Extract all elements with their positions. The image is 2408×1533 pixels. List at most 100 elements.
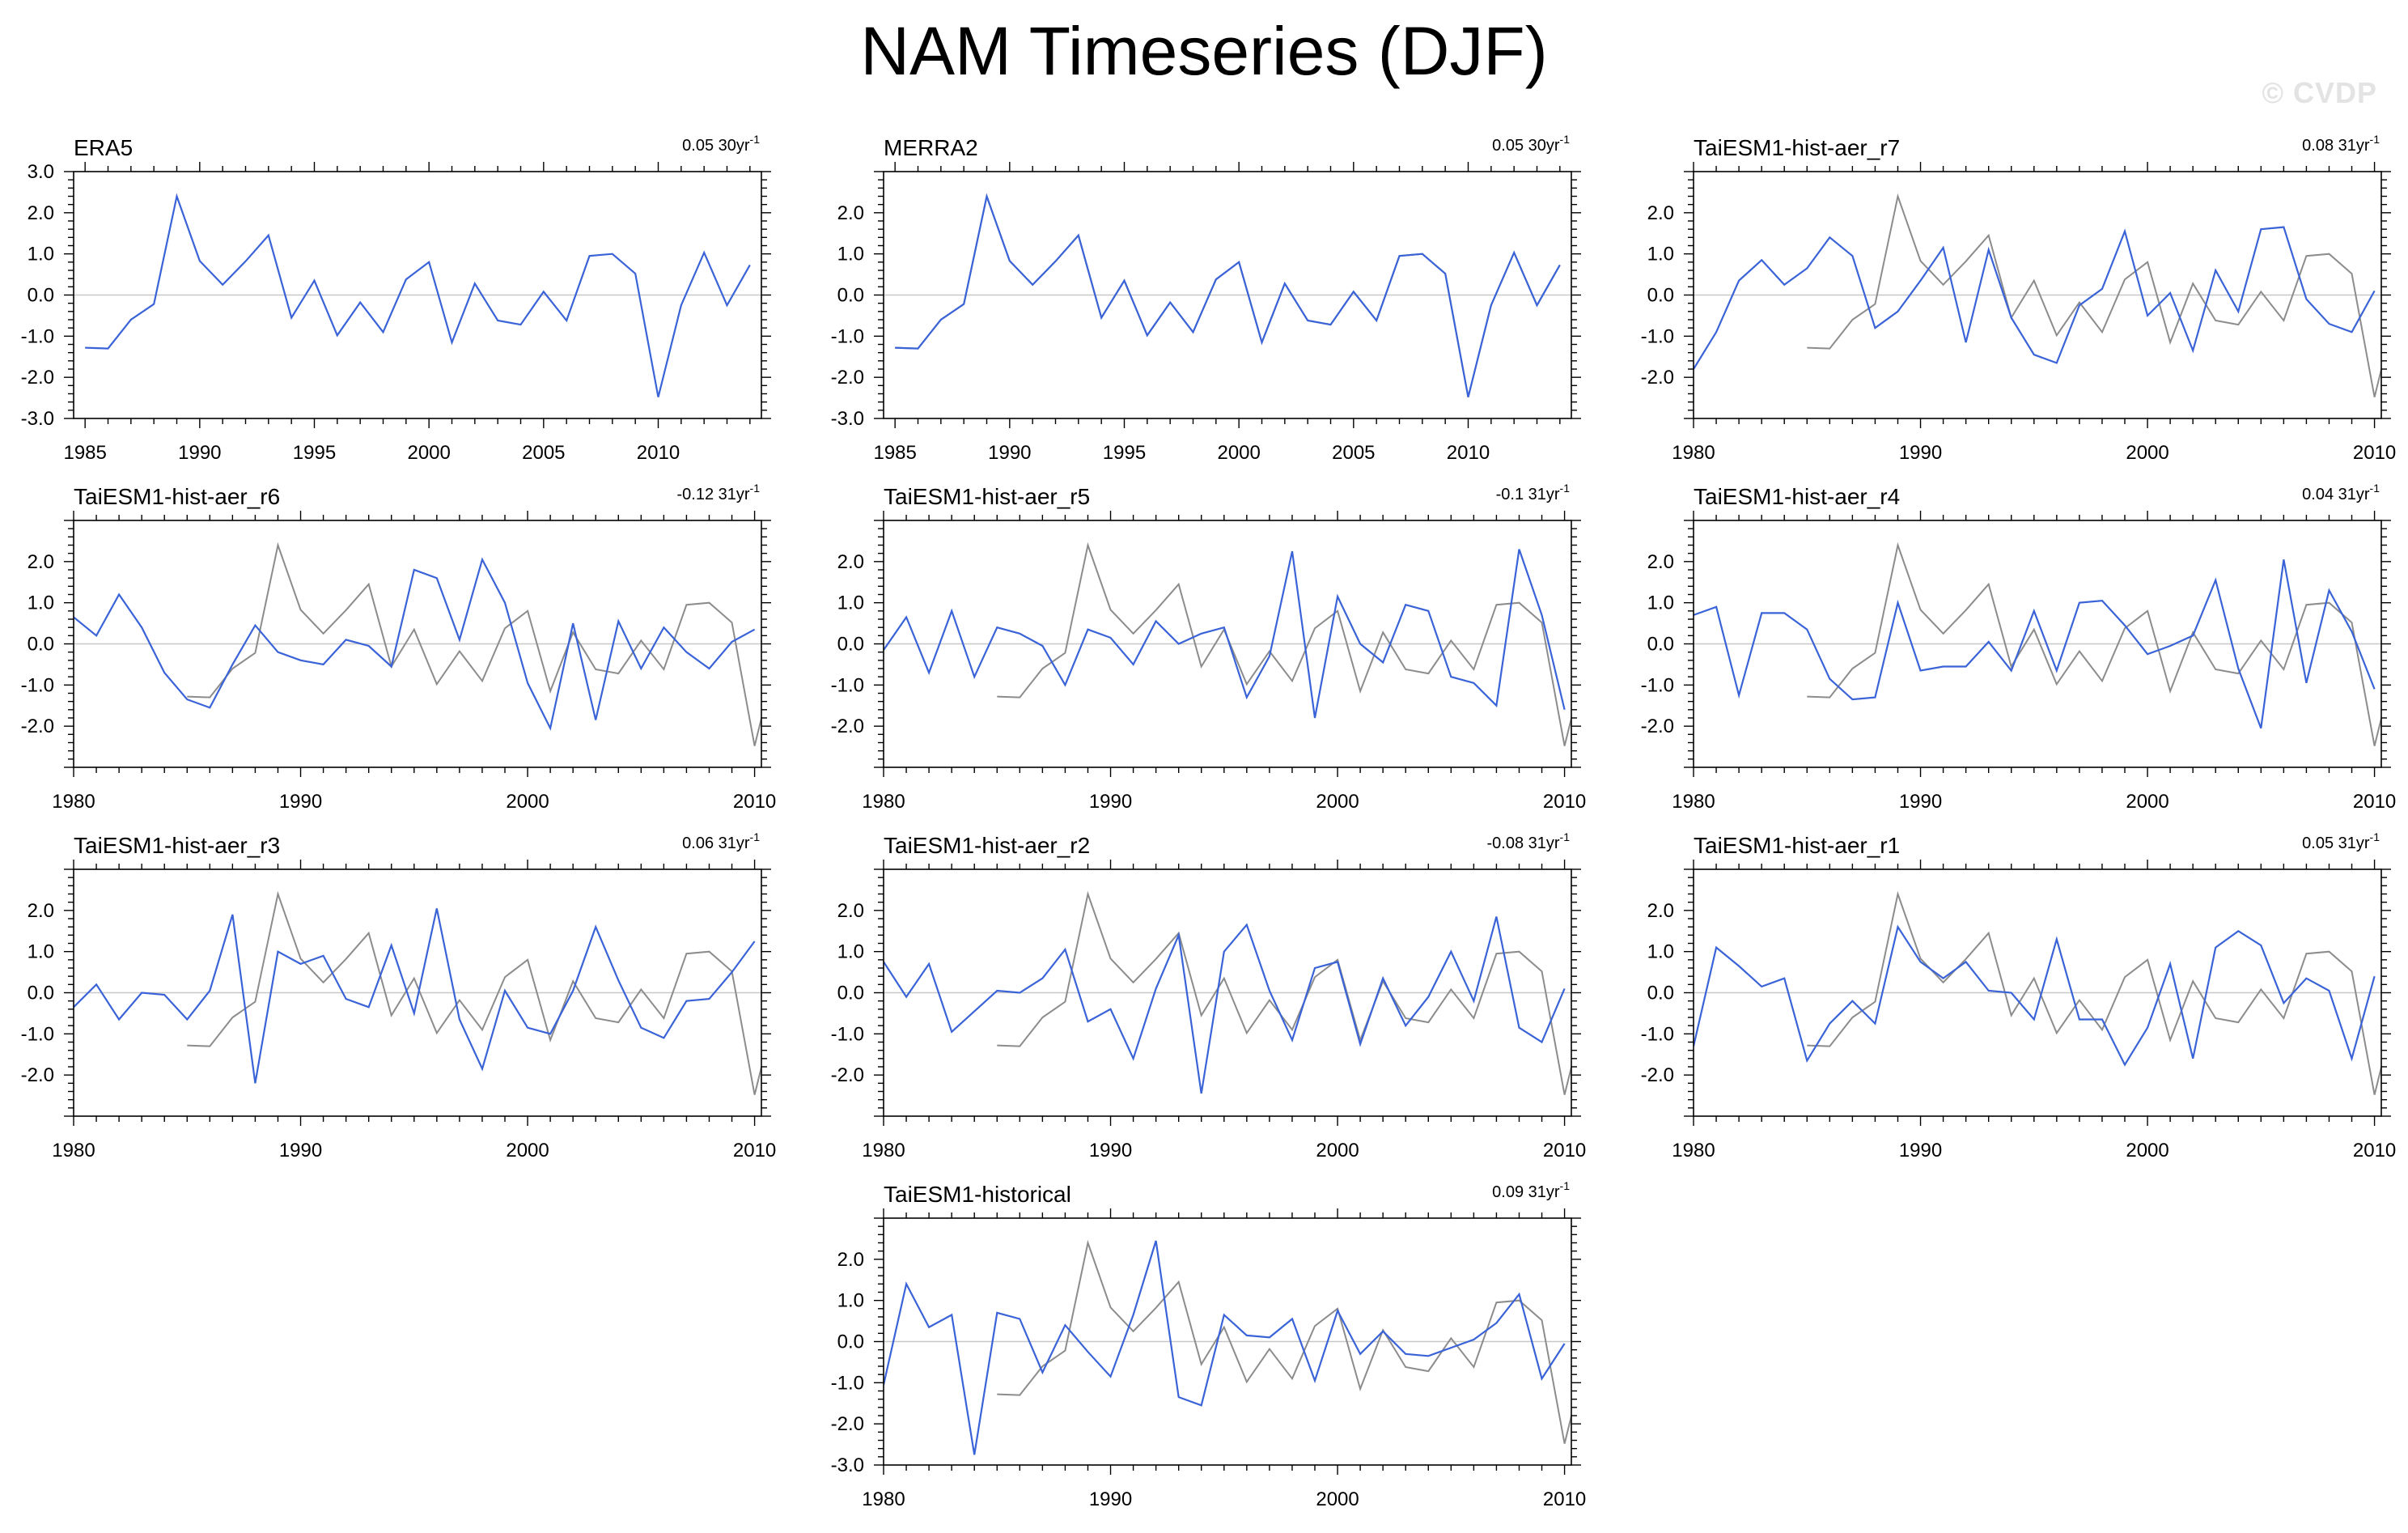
y-tick-label: 2.0 xyxy=(1647,551,1674,573)
x-tick-label: 1990 xyxy=(1899,1140,1942,1161)
panel-taiesm1-hist-aer-r1: TaiESM1-hist-aer_r1 0.05 31yr-1 -2.0 -1.0 0.… xyxy=(1641,830,2397,1161)
obs-series-line xyxy=(187,541,761,746)
trend-label: 0.05 30yr-1 xyxy=(682,133,760,155)
y-tick-label: -3.0 xyxy=(831,1454,864,1476)
y-tick-label: -2.0 xyxy=(1641,367,1674,389)
y-tick-label: 0.0 xyxy=(837,634,864,656)
obs-series-line xyxy=(997,890,1571,1095)
y-tick-label: 0.0 xyxy=(837,1331,864,1353)
x-tick-label: 2000 xyxy=(2126,791,2168,813)
x-tick-label: 1990 xyxy=(1899,791,1942,813)
x-tick-label: 2010 xyxy=(1543,1488,1586,1510)
trend-label: -0.08 31yr-1 xyxy=(1486,830,1570,852)
x-tick-label: 1990 xyxy=(1089,1488,1132,1510)
y-tick-label: -1.0 xyxy=(21,325,54,347)
y-tick-label: 2.0 xyxy=(1647,900,1674,922)
y-tick-label: 0.0 xyxy=(28,285,54,307)
y-tick-label: 0.0 xyxy=(1647,983,1674,1004)
x-tick-label: 1985 xyxy=(873,442,916,464)
y-tick-label: 1.0 xyxy=(28,941,54,963)
series-line xyxy=(1694,559,2376,729)
series-line xyxy=(884,549,1566,719)
y-tick-label: 0.0 xyxy=(837,983,864,1004)
cvdp-watermark: © CVDP xyxy=(2262,76,2377,109)
panel-title: TaiESM1-hist-aer_r2 xyxy=(884,833,1090,858)
x-tick-label: 1995 xyxy=(1103,442,1146,464)
panel-title: TaiESM1-hist-aer_r5 xyxy=(884,484,1090,509)
y-tick-label: 1.0 xyxy=(1647,244,1674,265)
panel-title: TaiESM1-hist-aer_r4 xyxy=(1694,484,1900,509)
y-tick-label: -2.0 xyxy=(831,1064,864,1086)
panel-taiesm1-hist-aer-r4: TaiESM1-hist-aer_r4 0.04 31yr-1 -2.0 -1.0 0.… xyxy=(1641,482,2397,813)
y-tick-label: -2.0 xyxy=(831,716,864,737)
x-tick-label: 1990 xyxy=(279,791,322,813)
x-tick-label: 2000 xyxy=(407,442,450,464)
panel-taiesm1-hist-aer-r7: TaiESM1-hist-aer_r7 0.08 31yr-1 -2.0 -1.0 0.… xyxy=(1641,133,2397,464)
y-tick-label: -1.0 xyxy=(831,674,864,696)
trend-exponent: -1 xyxy=(750,133,761,146)
panel-taiesm1-hist-aer-r6: TaiESM1-hist-aer_r6 -0.12 31yr-1 -2.0 -1.0 0… xyxy=(21,482,777,813)
x-tick-label: 1985 xyxy=(63,442,106,464)
x-tick-label: 1980 xyxy=(862,1140,905,1161)
x-tick-label: 2010 xyxy=(2353,442,2396,464)
panel-title: TaiESM1-hist-aer_r1 xyxy=(1694,833,1900,858)
trend-exponent: -1 xyxy=(1560,482,1571,495)
y-tick-label: 1.0 xyxy=(837,592,864,614)
series-line xyxy=(1694,226,2376,370)
panel-taiesm1-historical: TaiESM1-historical 0.09 31yr-1 -3.0 -2.0 -1.… xyxy=(831,1179,1587,1510)
panel-title: TaiESM1-historical xyxy=(884,1182,1071,1207)
x-tick-label: 2010 xyxy=(733,1140,776,1161)
trend-label: 0.06 31yr-1 xyxy=(682,830,760,852)
y-tick-label: 1.0 xyxy=(28,592,54,614)
y-tick-label: -1.0 xyxy=(831,1023,864,1045)
trend-label: 0.08 31yr-1 xyxy=(2302,133,2380,155)
series-line xyxy=(884,916,1566,1094)
y-tick-label: 2.0 xyxy=(28,551,54,573)
trend-exponent: -1 xyxy=(1560,133,1571,146)
x-tick-label: 2000 xyxy=(506,1140,549,1161)
x-tick-label: 2010 xyxy=(1447,442,1490,464)
x-tick-label: 2000 xyxy=(1316,1488,1359,1510)
y-tick-label: -2.0 xyxy=(21,716,54,737)
x-tick-label: 1980 xyxy=(1672,442,1715,464)
y-tick-label: -2.0 xyxy=(1641,1064,1674,1086)
x-tick-label: 1990 xyxy=(1899,442,1942,464)
trend-label: -0.12 31yr-1 xyxy=(676,482,760,503)
figure-title: NAM Timeseries (DJF) xyxy=(860,13,1548,89)
obs-series-line xyxy=(1807,541,2381,746)
x-tick-label: 1980 xyxy=(1672,791,1715,813)
y-tick-label: 0.0 xyxy=(1647,634,1674,656)
x-tick-label: 1990 xyxy=(1089,791,1132,813)
series-line xyxy=(1694,924,2376,1067)
y-tick-label: 1.0 xyxy=(1647,592,1674,614)
trend-label: 0.04 31yr-1 xyxy=(2302,482,2380,503)
obs-series-line xyxy=(997,1239,1571,1444)
x-tick-label: 2010 xyxy=(2353,791,2396,813)
y-tick-label: -1.0 xyxy=(1641,325,1674,347)
y-tick-label: 1.0 xyxy=(837,244,864,265)
y-tick-label: 2.0 xyxy=(28,202,54,224)
y-tick-label: -1.0 xyxy=(831,1372,864,1394)
panel-taiesm1-hist-aer-r3: TaiESM1-hist-aer_r3 0.06 31yr-1 -2.0 -1.0 0.… xyxy=(21,830,777,1161)
x-tick-label: 2000 xyxy=(1316,1140,1359,1161)
y-tick-label: 2.0 xyxy=(837,1249,864,1271)
x-tick-label: 2010 xyxy=(1543,1140,1586,1161)
y-tick-label: -1.0 xyxy=(1641,1023,1674,1045)
trend-exponent: -1 xyxy=(750,830,761,843)
panel-title: TaiESM1-hist-aer_r6 xyxy=(74,484,280,509)
trend-exponent: -1 xyxy=(2370,482,2380,495)
obs-series-line xyxy=(997,541,1571,746)
y-tick-label: -1.0 xyxy=(21,674,54,696)
panel-title: TaiESM1-hist-aer_r7 xyxy=(1694,135,1900,160)
trend-label: 0.05 30yr-1 xyxy=(1492,133,1570,155)
x-tick-label: 1980 xyxy=(1672,1140,1715,1161)
trend-label: 0.09 31yr-1 xyxy=(1492,1179,1570,1201)
x-tick-label: 2005 xyxy=(1332,442,1375,464)
y-tick-label: 2.0 xyxy=(837,551,864,573)
series-line xyxy=(85,193,751,397)
y-tick-label: -2.0 xyxy=(831,1413,864,1435)
series-line xyxy=(895,193,1561,397)
x-tick-label: 2010 xyxy=(2353,1140,2396,1161)
x-tick-label: 1990 xyxy=(178,442,221,464)
x-tick-label: 2000 xyxy=(1316,791,1359,813)
